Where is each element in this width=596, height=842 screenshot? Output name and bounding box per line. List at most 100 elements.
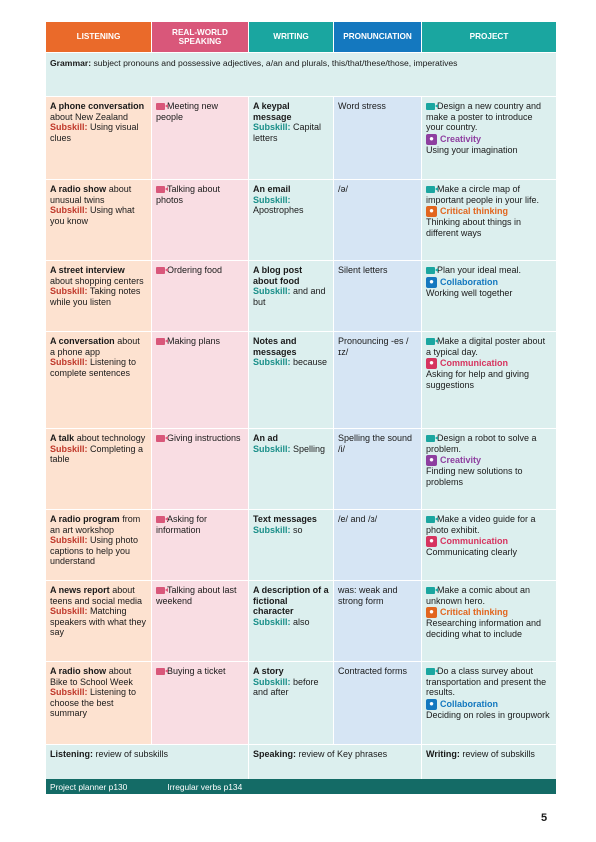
header-speaking: REAL-WORLD SPEAKING (152, 22, 249, 52)
listening-topic: about Bike to School Week (50, 666, 133, 687)
listening-cell: A talk about technology Subskill: Complet… (46, 429, 152, 509)
writing-subskill: Spelling (293, 443, 326, 454)
subskill-label: Subskill: (253, 357, 291, 368)
skill-name: Communication (440, 536, 509, 547)
project-cell: Do a class survey about transportation a… (422, 662, 556, 744)
video-camera-icon[interactable] (426, 266, 438, 274)
unit-rows: A phone conversation about New Zealand Su… (46, 97, 556, 745)
skill-description: Using your imagination (426, 144, 518, 155)
project-text: Design a new country and make a poster t… (426, 101, 542, 133)
listening-cell: A phone conversation about New Zealand Su… (46, 97, 152, 179)
project-planner-link[interactable]: Project planner p130 (50, 781, 128, 792)
pronunciation-text: Word stress (338, 101, 386, 111)
skill-description: Finding new solutions to problems (426, 466, 523, 487)
video-camera-icon[interactable] (426, 515, 438, 523)
pronunciation-cell: /e/ and /ɜ/ (334, 510, 422, 580)
subskill-label: Subskill: (253, 286, 291, 297)
writing-subskill: Apostrophes (253, 205, 304, 216)
speaking-cell: Talking about last weekend (152, 581, 249, 661)
video-camera-icon[interactable] (156, 434, 168, 442)
listening-subskill: Listening to complete sentences (50, 357, 137, 378)
writing-title: Notes and messages (253, 336, 297, 357)
video-camera-icon[interactable] (156, 102, 168, 110)
subskill-label: Subskill: (50, 357, 88, 368)
video-camera-icon[interactable] (426, 185, 438, 193)
video-camera-icon[interactable] (156, 337, 168, 345)
video-camera-icon[interactable] (426, 434, 438, 442)
writing-cell: A keypal message Subskill: Capital letter… (249, 97, 334, 179)
subskill-label: Subskill: (50, 606, 88, 617)
listening-title: A street interview (50, 265, 125, 275)
listening-subskill: Taking notes while you listen (50, 286, 141, 307)
footer-bar: Project planner p130 Irregular verbs p13… (46, 779, 556, 794)
pronunciation-cell: was: weak and strong form (334, 581, 422, 661)
speaking-text: Giving instructions (167, 433, 241, 443)
future-skill: ● Critical thinking (426, 607, 552, 619)
listening-title: A radio show (50, 666, 107, 676)
speaking-text: Ordering food (167, 265, 223, 275)
writing-subskill: and and but (253, 286, 326, 307)
listening-cell: A conversation about a phone app Subskill… (46, 332, 152, 428)
future-skill: ● Communication (426, 358, 552, 370)
skill-icon: ● (426, 358, 437, 370)
writing-title: An ad (253, 433, 279, 443)
video-camera-icon[interactable] (156, 185, 168, 193)
listening-title: A conversation (50, 336, 115, 346)
listening-subskill: Matching speakers with what they say (50, 606, 147, 638)
unit-row: A radio show about unusual twins Subskill… (46, 180, 556, 261)
subskill-label: Subskill: (253, 122, 291, 133)
skill-name: Creativity (440, 455, 482, 466)
review-row: Listening: review of subskills Speaking:… (46, 745, 556, 782)
subskill-label: Subskill: (50, 443, 88, 454)
video-camera-icon[interactable] (426, 102, 438, 110)
skill-icon: ● (426, 607, 437, 619)
listening-cell: A radio show about unusual twins Subskill… (46, 180, 152, 260)
future-skill: ● Creativity (426, 133, 552, 145)
video-camera-icon[interactable] (426, 667, 438, 675)
skill-icon: ● (426, 536, 437, 548)
irregular-verbs-link[interactable]: Irregular verbs p134 (167, 781, 243, 792)
listening-topic: about technology (76, 433, 146, 443)
skill-icon: ● (426, 206, 437, 218)
video-camera-icon[interactable] (156, 266, 168, 274)
speaking-text: Meeting new people (156, 101, 219, 122)
project-cell: Make a circle map of important people in… (422, 180, 556, 260)
unit-row: A news report about teens and social med… (46, 581, 556, 662)
listening-title: A radio show (50, 184, 107, 194)
video-camera-icon[interactable] (426, 586, 438, 594)
writing-subskill: so (293, 524, 303, 535)
skill-icon: ● (426, 276, 437, 288)
grammar-text: subject pronouns and possessive adjectiv… (93, 58, 458, 68)
pronunciation-text: was: weak and strong form (338, 585, 398, 606)
header-listening: LISTENING (46, 22, 152, 52)
project-cell: Make a video guide for a photo exhibit. ●… (422, 510, 556, 580)
speaking-text: Asking for information (156, 514, 208, 535)
skill-description: Communicating clearly (426, 547, 518, 558)
video-camera-icon[interactable] (156, 515, 168, 523)
project-text: Make a digital poster about a typical da… (426, 336, 546, 357)
review-listening: Listening: review of subskills (46, 745, 249, 781)
unit-row: A phone conversation about New Zealand Su… (46, 97, 556, 180)
page-number: 5 (541, 812, 548, 824)
unit-row: A radio program from an art workshop Subs… (46, 510, 556, 581)
pronunciation-text: Spelling the sound /i/ (338, 433, 413, 454)
review-speaking-label: Speaking: (253, 749, 297, 759)
video-camera-icon[interactable] (426, 337, 438, 345)
subskill-label: Subskill: (50, 535, 88, 546)
project-text: Make a comic about an unknown hero. (426, 585, 531, 606)
pronunciation-text: /e/ and /ɜ/ (338, 514, 378, 524)
unit-row: A conversation about a phone app Subskill… (46, 332, 556, 429)
skill-icon: ● (426, 133, 437, 145)
review-writing-text: review of subskills (462, 749, 535, 759)
video-camera-icon[interactable] (156, 667, 168, 675)
subskill-label: Subskill: (50, 122, 88, 133)
pronunciation-text: Pronouncing -es /ɪz/ (338, 336, 409, 357)
listening-cell: A radio show about Bike to School Week Su… (46, 662, 152, 744)
pronunciation-text: Silent letters (338, 265, 388, 275)
speaking-cell: Talking about photos (152, 180, 249, 260)
pronunciation-cell: Contracted forms (334, 662, 422, 744)
video-camera-icon[interactable] (156, 586, 168, 594)
speaking-cell: Meeting new people (152, 97, 249, 179)
speaking-text: Buying a ticket (167, 666, 226, 676)
syllabus-table: LISTENING REAL-WORLD SPEAKING WRITING PR… (46, 22, 556, 782)
